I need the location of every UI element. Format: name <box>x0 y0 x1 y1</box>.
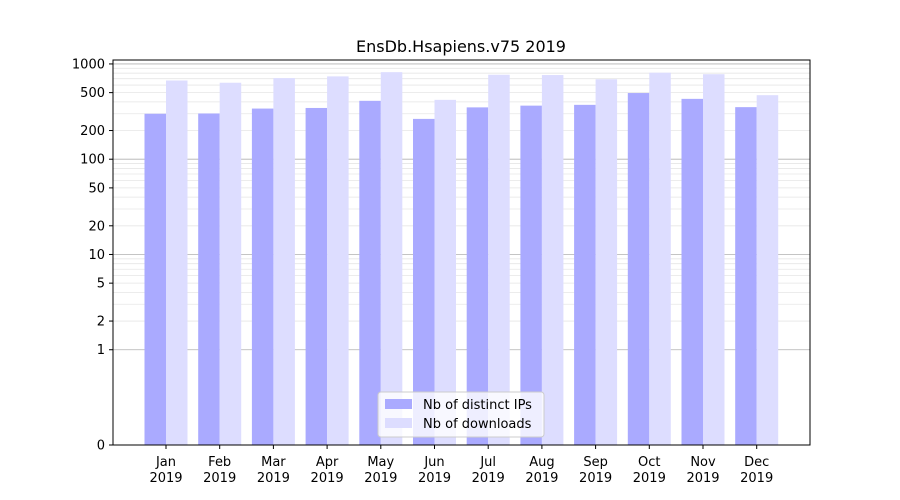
x-tick-label-month: Aug <box>529 455 554 470</box>
x-tick-label-month: Apr <box>316 455 339 470</box>
y-tick-label: 20 <box>88 219 105 234</box>
y-tick-label: 10 <box>88 248 105 263</box>
x-tick-label-month: Jun <box>423 455 444 470</box>
y-tick-label: 0 <box>97 439 105 454</box>
bar-downloads-oct <box>649 72 671 445</box>
bar-ips-nov <box>681 98 703 446</box>
bars-layer <box>144 72 779 446</box>
bar-downloads-jul <box>488 74 510 446</box>
x-tick-label-year: 2019 <box>418 471 451 486</box>
legend-label: Nb of distinct IPs <box>423 398 532 413</box>
plot-frame <box>112 59 811 446</box>
bar-downloads-aug <box>541 75 564 446</box>
x-tick-label-month: Mar <box>261 455 286 470</box>
bar-ips-feb <box>198 113 220 446</box>
y-tick-label: 1 <box>97 343 105 358</box>
y-tick-label: 1000 <box>72 57 105 72</box>
x-tick-label-month: Nov <box>690 455 716 470</box>
bar-downloads-feb <box>219 82 242 445</box>
x-tick-label-year: 2019 <box>686 471 719 486</box>
bar-downloads-jan <box>166 80 188 445</box>
x-tick-label-year: 2019 <box>311 471 344 486</box>
bar-ips-mar <box>251 108 274 445</box>
y-tick-label: 2 <box>97 315 105 330</box>
bar-downloads-dec <box>756 95 779 445</box>
x-tick-label-month: Jan <box>155 455 176 470</box>
y-tick-label: 50 <box>88 181 105 196</box>
x-tick-label-month: Feb <box>208 455 231 470</box>
bar-downloads-jun <box>434 99 456 445</box>
bar-downloads-mar <box>273 78 295 446</box>
bar-ips-jan <box>144 113 166 446</box>
bar-ips-aug <box>520 105 542 446</box>
x-tick-label-month: May <box>367 455 394 470</box>
x-tick-label-year: 2019 <box>740 471 773 486</box>
bar-downloads-may <box>380 72 403 446</box>
x-tick-label-year: 2019 <box>364 471 397 486</box>
y-tick-label: 100 <box>80 153 105 168</box>
x-tick-label-year: 2019 <box>257 471 290 486</box>
x-tick-label-year: 2019 <box>472 471 505 486</box>
bar-ips-oct <box>627 93 650 445</box>
x-axis: Jan2019Feb2019Mar2019Apr2019May2019Jun20… <box>149 445 773 486</box>
x-tick-label-month: Sep <box>583 455 608 470</box>
legend-box <box>377 391 545 438</box>
bar-ips-jul <box>466 107 489 445</box>
y-axis: 0 1 2 5 10 20 50 100 200 500 1000 <box>72 57 113 454</box>
x-tick-label-year: 2019 <box>579 471 612 486</box>
x-tick-label-month: Dec <box>744 455 769 470</box>
bar-downloads-apr <box>327 76 349 446</box>
bar-ips-jun <box>413 118 435 445</box>
bar-ips-may <box>359 100 381 446</box>
y-tick-label: 200 <box>80 124 105 139</box>
y-tick-label: 5 <box>97 277 105 292</box>
bar-ips-apr <box>305 107 328 445</box>
legend-swatch <box>385 418 412 428</box>
bar-downloads-sep <box>595 79 618 445</box>
x-tick-label-month: Oct <box>638 455 660 470</box>
x-tick-label-year: 2019 <box>203 471 236 486</box>
legend: Nb of distinct IPs Nb of downloads <box>377 391 545 438</box>
bar-downloads-nov <box>703 74 725 445</box>
x-tick-label-year: 2019 <box>525 471 558 486</box>
bar-ips-dec <box>735 107 757 446</box>
y-tick-label: 500 <box>80 86 105 101</box>
chart-title: EnsDb.Hsapiens.v75 2019 <box>356 37 566 56</box>
legend-label: Nb of downloads <box>423 417 532 432</box>
bar-ips-sep <box>574 104 596 446</box>
x-tick-label-year: 2019 <box>633 471 666 486</box>
x-tick-label-month: Jul <box>479 455 496 470</box>
x-tick-label-year: 2019 <box>149 471 182 486</box>
legend-swatch <box>385 399 412 409</box>
